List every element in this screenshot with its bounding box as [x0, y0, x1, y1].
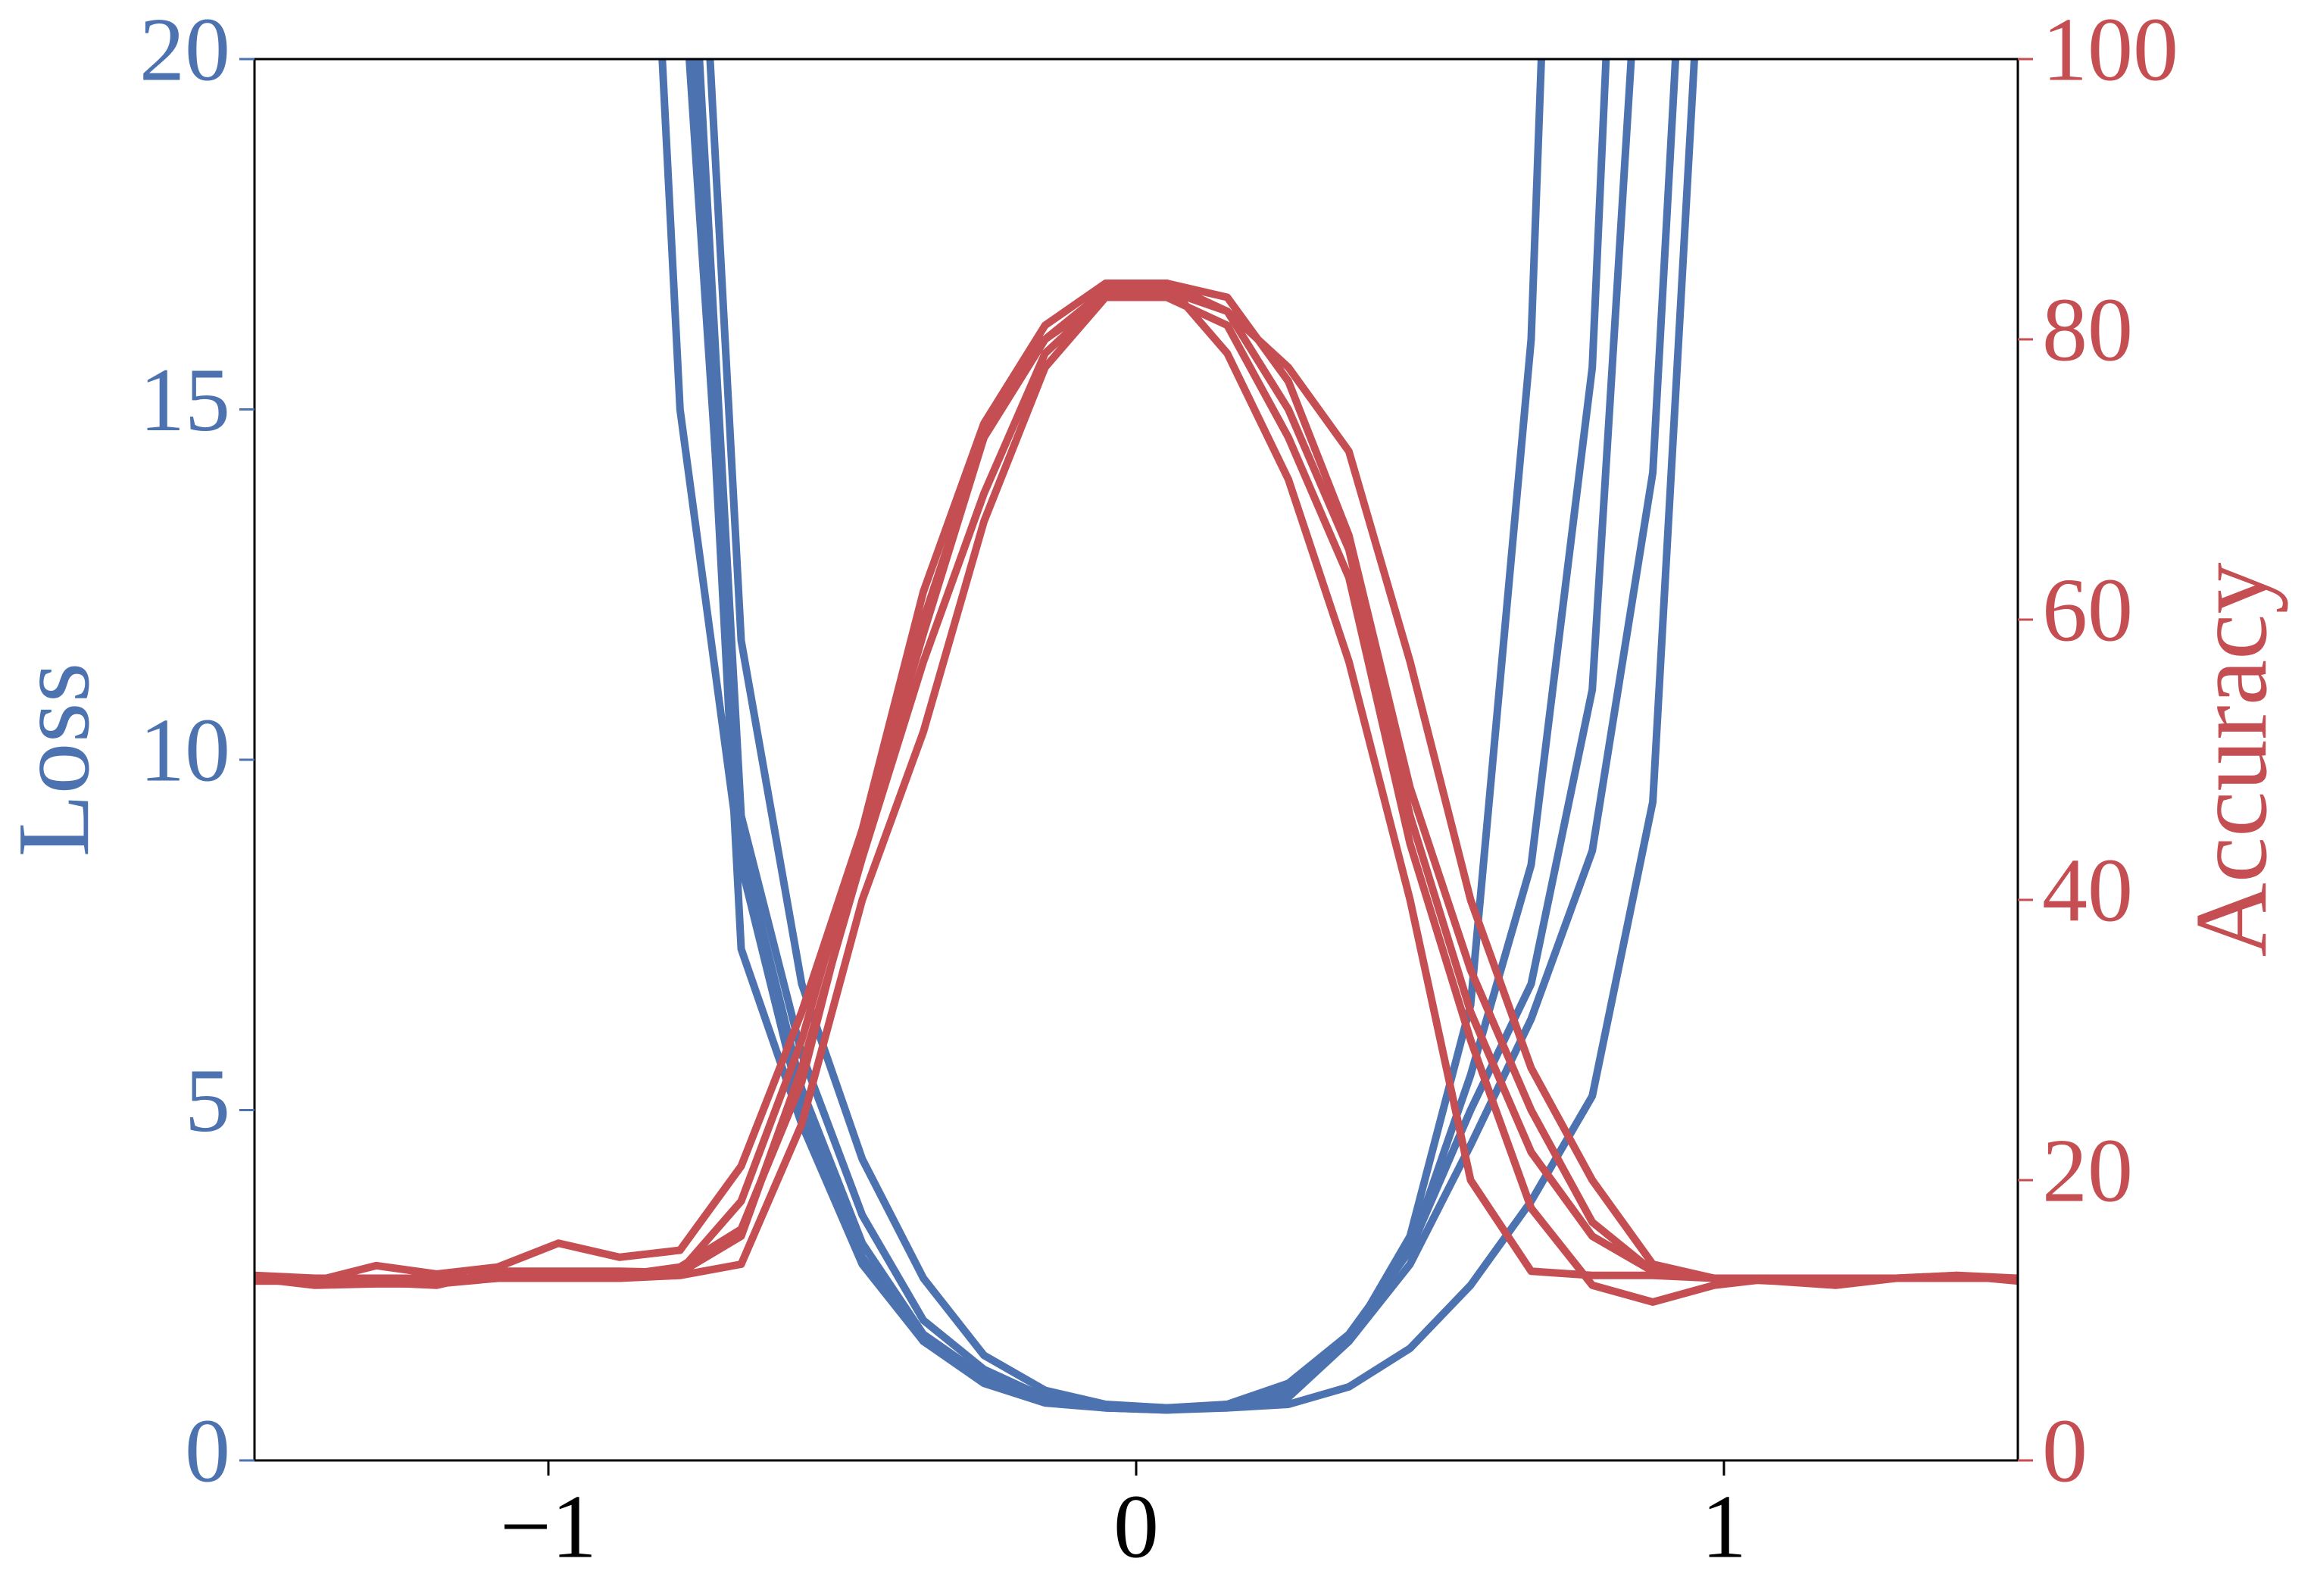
y2-tick-label: 40 — [2042, 840, 2133, 941]
accuracy-line — [255, 280, 2018, 1285]
x-tick-label: −1 — [500, 1476, 597, 1577]
y2-tick-label: 60 — [2042, 560, 2133, 661]
y2-tick-label: 100 — [2042, 0, 2178, 100]
accuracy-line — [255, 293, 2018, 1306]
plot-area — [255, 59, 2018, 1414]
y2-tick-label: 0 — [2042, 1401, 2088, 1501]
y-axis-label: Loss — [0, 663, 111, 857]
loss-line — [695, 59, 1635, 1412]
accuracy-line — [255, 280, 2018, 1285]
accuracy-line — [255, 286, 2018, 1289]
loss-line — [658, 59, 1545, 1414]
loss-line — [706, 59, 1698, 1412]
loss-line — [685, 59, 1610, 1413]
y-tick-label: 5 — [185, 1050, 230, 1151]
y2-tick-label: 20 — [2042, 1120, 2133, 1221]
accuracy-line — [255, 280, 2018, 1289]
loss-line — [691, 59, 1680, 1414]
y2-tick-label: 80 — [2042, 280, 2133, 380]
plot-frame — [253, 58, 2019, 1462]
y-tick-label: 0 — [185, 1401, 230, 1501]
x-tick-label: 0 — [1113, 1476, 1159, 1577]
y-tick-label: 10 — [139, 700, 230, 801]
y-tick-label: 20 — [139, 0, 230, 100]
y2-axis-label: Accuracy — [2175, 563, 2288, 957]
x-tick-label: 1 — [1701, 1476, 1747, 1577]
y-tick-label: 15 — [139, 349, 230, 450]
